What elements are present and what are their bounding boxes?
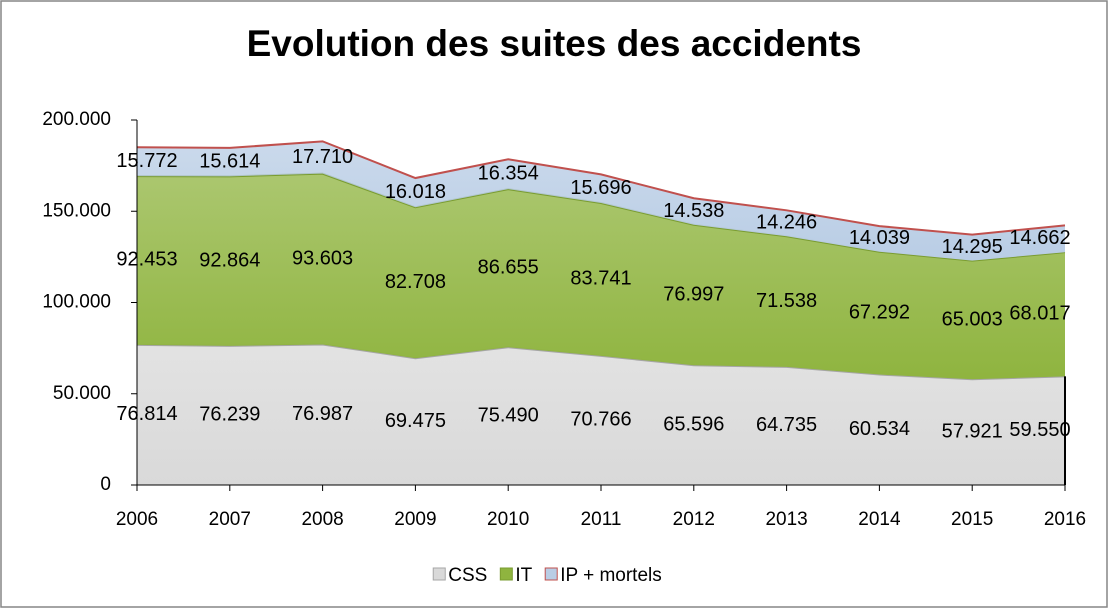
data-label: 57.921 xyxy=(942,420,1003,442)
x-tick-label: 2014 xyxy=(858,509,901,530)
area-fill xyxy=(137,141,1065,261)
y-tick-label: 200.000 xyxy=(42,109,111,130)
data-label: 75.490 xyxy=(478,404,539,426)
data-label: 65.003 xyxy=(942,308,1003,330)
y-tick-label: 100.000 xyxy=(42,292,111,313)
legend-swatch xyxy=(432,567,446,581)
data-label: 76.814 xyxy=(116,403,177,425)
data-label: 83.741 xyxy=(570,268,631,290)
x-tick-label: 2013 xyxy=(765,509,807,530)
x-tick-label: 2011 xyxy=(581,509,622,530)
data-label: 15.772 xyxy=(116,150,177,172)
x-tick-label: 2008 xyxy=(301,509,343,530)
data-label: 76.987 xyxy=(292,403,353,425)
data-label: 93.603 xyxy=(292,247,353,269)
data-label: 17.710 xyxy=(292,146,353,168)
y-tick-label: 50.000 xyxy=(53,383,111,404)
data-label: 92.453 xyxy=(116,249,177,271)
data-label: 65.596 xyxy=(663,413,724,435)
data-label: 14.538 xyxy=(663,200,724,222)
data-label: 76.997 xyxy=(663,283,724,305)
data-label: 67.292 xyxy=(849,301,910,323)
data-label: 86.655 xyxy=(478,256,539,278)
data-label: 14.295 xyxy=(942,236,1003,258)
x-tick-label: 2010 xyxy=(487,509,529,530)
data-label: 14.039 xyxy=(849,227,910,249)
legend-label: IT xyxy=(515,565,532,586)
data-label: 71.538 xyxy=(756,290,817,312)
data-label: 92.864 xyxy=(199,249,260,271)
legend-swatch xyxy=(544,567,558,581)
chart-title: Evolution des suites des accidents xyxy=(247,23,862,64)
data-label: 60.534 xyxy=(849,418,910,440)
data-label: 16.354 xyxy=(478,162,539,184)
x-tick-label: 2016 xyxy=(1044,509,1086,530)
data-label: 76.239 xyxy=(199,404,260,426)
data-label: 69.475 xyxy=(385,410,446,432)
data-label: 15.614 xyxy=(199,150,260,172)
legend-label: CSS xyxy=(448,565,487,586)
data-label: 14.662 xyxy=(1009,227,1070,249)
x-tick-label: 2006 xyxy=(116,509,158,530)
legend-swatch xyxy=(499,567,513,581)
data-label: 68.017 xyxy=(1009,303,1070,325)
data-label: 82.708 xyxy=(385,271,446,293)
x-tick-label: 2009 xyxy=(394,509,436,530)
data-label: 16.018 xyxy=(385,181,446,203)
data-label: 70.766 xyxy=(570,409,631,431)
x-tick-label: 2007 xyxy=(209,509,251,530)
data-label: 14.246 xyxy=(756,212,817,234)
area-fill xyxy=(137,173,1065,380)
y-tick-label: 150.000 xyxy=(42,200,111,221)
area-fill xyxy=(137,344,1065,485)
data-label: 59.550 xyxy=(1009,419,1070,441)
x-tick-label: 2012 xyxy=(673,509,715,530)
y-tick-label: 0 xyxy=(100,474,111,495)
x-tick-label: 2015 xyxy=(951,509,993,530)
data-label: 15.696 xyxy=(570,177,631,199)
data-label: 64.735 xyxy=(756,414,817,436)
legend-label: IP + mortels xyxy=(560,565,662,586)
area-line xyxy=(136,140,1066,236)
